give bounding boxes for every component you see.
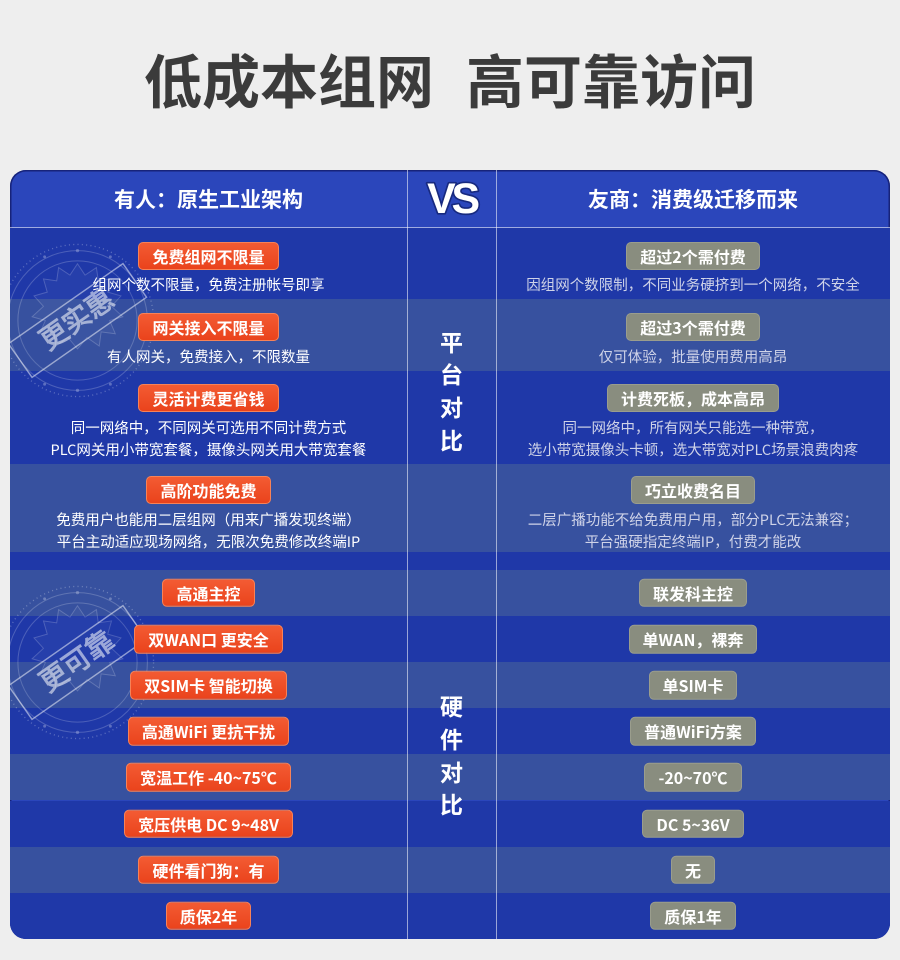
svg-text:VS: VS — [427, 175, 478, 223]
